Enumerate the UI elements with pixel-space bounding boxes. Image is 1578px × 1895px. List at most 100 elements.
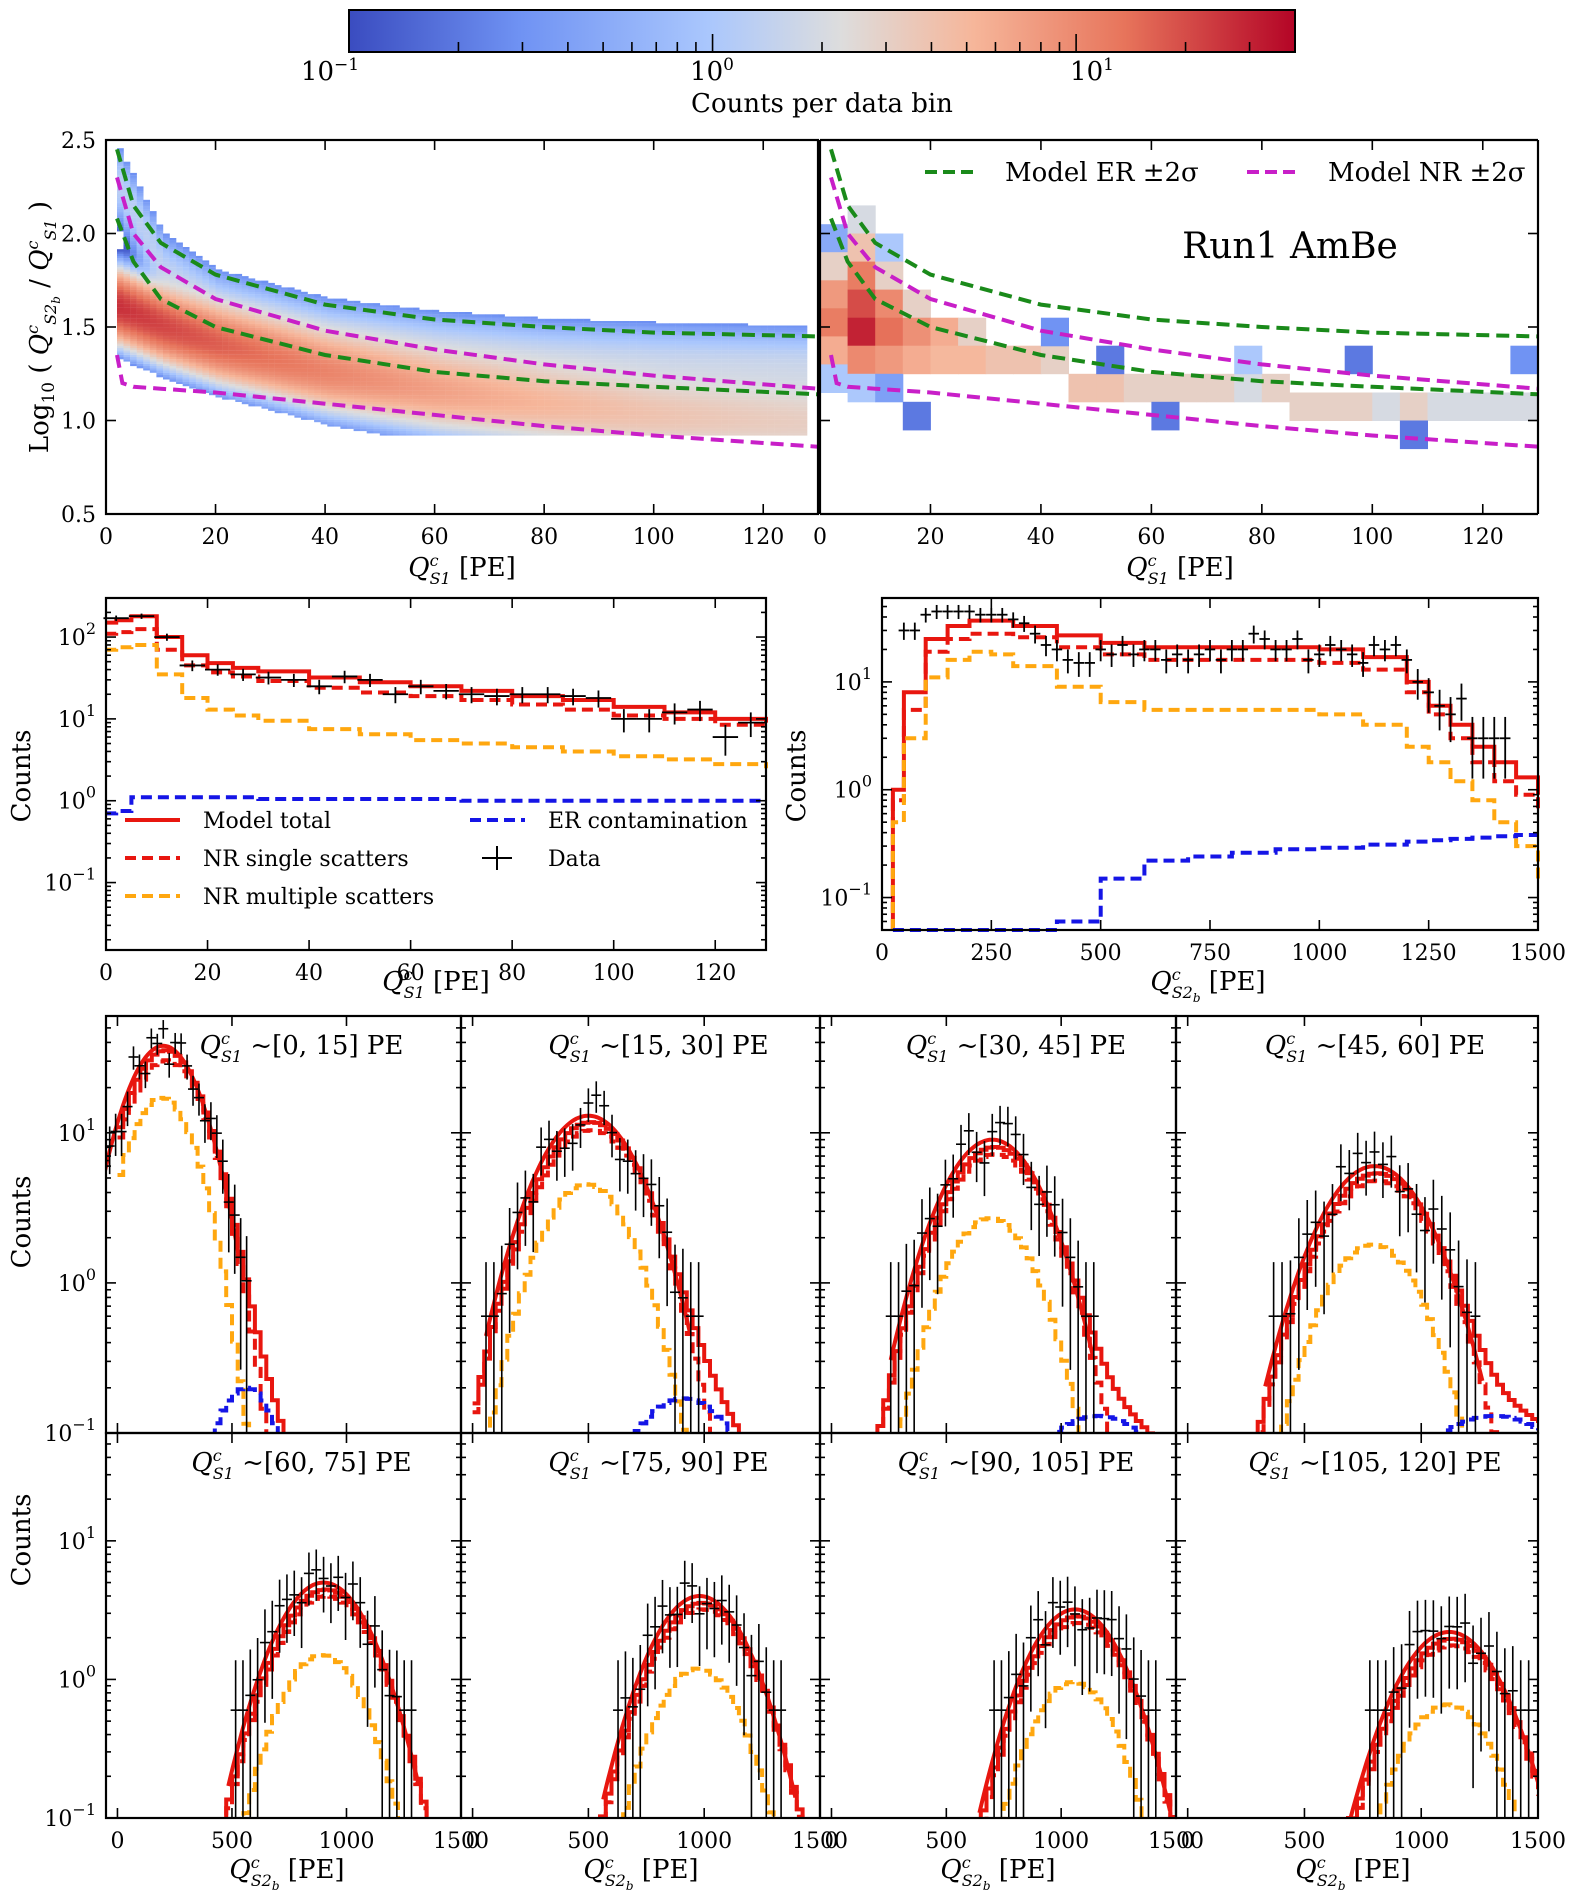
heatmap-cell [255, 303, 262, 306]
heatmap-cell [366, 374, 374, 378]
heatmap-cell [399, 336, 407, 340]
heatmap-cell [373, 332, 381, 335]
heatmap-cell [458, 361, 466, 364]
heatmap-cell [222, 383, 229, 387]
heatmap-cell [596, 379, 604, 382]
heatmap-cell [117, 251, 124, 254]
heatmap-cell [235, 347, 243, 351]
heatmap-cell [136, 282, 144, 286]
heatmap-cell [123, 307, 131, 310]
heatmap-cell [241, 289, 249, 292]
heatmap-cell [517, 426, 525, 429]
heatmap-cell [287, 395, 295, 398]
heatmap-cell [662, 413, 670, 416]
heatmap-cell [485, 433, 492, 436]
heatmap-cell [136, 249, 144, 252]
heatmap-cell [195, 282, 203, 286]
heatmap-cell [320, 336, 328, 340]
heatmap-cell [379, 334, 387, 337]
heatmap-cell [596, 352, 604, 355]
heatmap-cell [485, 314, 492, 317]
heatmap-cell [570, 370, 578, 373]
heatmap-cell [143, 359, 150, 362]
heatmap-cell [261, 352, 269, 355]
heatmap-cell [432, 408, 440, 411]
heatmap-cell [485, 372, 492, 375]
heatmap-cell [675, 410, 683, 414]
heatmap-cell [149, 247, 157, 250]
heatmap-cell [301, 406, 308, 409]
heatmap-cell [517, 359, 525, 362]
heatmap-cell [268, 300, 275, 304]
heatmap-cell [353, 408, 361, 411]
heatmap-cell [662, 363, 670, 367]
heatmap-cell [195, 314, 203, 317]
colorbar-tick-label: 101 [1070, 55, 1114, 87]
heatmap-cell [563, 433, 571, 436]
heatmap-cell [360, 363, 367, 367]
heatmap-cell [393, 314, 400, 317]
heatmap-cell [649, 431, 657, 434]
heatmap-cell [491, 336, 499, 340]
heatmap-cell [373, 417, 381, 420]
heatmap-cell [517, 410, 525, 414]
heatmap-cell [314, 296, 321, 299]
heatmap-cell [143, 356, 150, 360]
heatmap-cell [478, 327, 486, 331]
heatmap-cell [386, 397, 394, 400]
heatmap-cell [537, 323, 545, 326]
heatmap-cell [682, 381, 689, 384]
heatmap-cell [669, 401, 676, 405]
heatmap-cell [379, 318, 387, 322]
heatmap-cell [327, 404, 335, 407]
heatmap-cell [189, 386, 196, 389]
heatmap-cell [412, 350, 420, 353]
heatmap-cell [544, 352, 551, 355]
heatmap-cell [563, 332, 571, 335]
heatmap-cell [393, 392, 400, 396]
heatmap-cell [373, 383, 381, 387]
heatmap-cell [458, 327, 466, 331]
heatmap-cell [209, 388, 216, 391]
heatmap-cell [531, 372, 538, 375]
heatmap-cell [255, 314, 262, 317]
heatmap-cell [511, 334, 519, 337]
heatmap-cell [241, 294, 249, 297]
heatmap-cell [360, 323, 367, 326]
heatmap-cell [570, 334, 578, 337]
heatmap-cell [675, 370, 683, 373]
heatmap-cell [228, 296, 236, 299]
heatmap-cell [478, 341, 486, 344]
heatmap-cell [366, 321, 374, 324]
heatmap-cell [255, 296, 262, 299]
heatmap-cell [524, 365, 532, 369]
heatmap-cell [393, 347, 400, 351]
heatmap-cell [445, 336, 453, 340]
heatmap-cell [498, 386, 505, 389]
heatmap-cell [261, 332, 269, 335]
heatmap-cell [149, 359, 157, 362]
heatmap-cell [347, 386, 354, 389]
heatmap-cell [189, 345, 196, 349]
heatmap-cell [373, 368, 381, 371]
heatmap-cell [195, 377, 203, 380]
heatmap-cell [222, 309, 229, 313]
heatmap-cell [261, 330, 269, 333]
heatmap-cell [517, 352, 525, 355]
heatmap-cell [182, 271, 190, 274]
heatmap-cell [301, 345, 308, 349]
heatmap-cell [340, 361, 348, 364]
heatmap-cell [511, 406, 519, 409]
heatmap-cell [182, 287, 190, 290]
heatmap-cell [281, 381, 289, 384]
heatmap-cell [176, 368, 183, 371]
heatmap-cell [235, 273, 243, 277]
heatmap-cell [287, 372, 295, 375]
heatmap-cell [143, 307, 150, 310]
heatmap-cell [360, 404, 367, 407]
heatmap-cell [655, 372, 663, 375]
heatmap-cell [432, 343, 440, 346]
heatmap-cell [406, 339, 413, 342]
heatmap-cell [320, 372, 328, 375]
heatmap-cell [399, 359, 407, 362]
